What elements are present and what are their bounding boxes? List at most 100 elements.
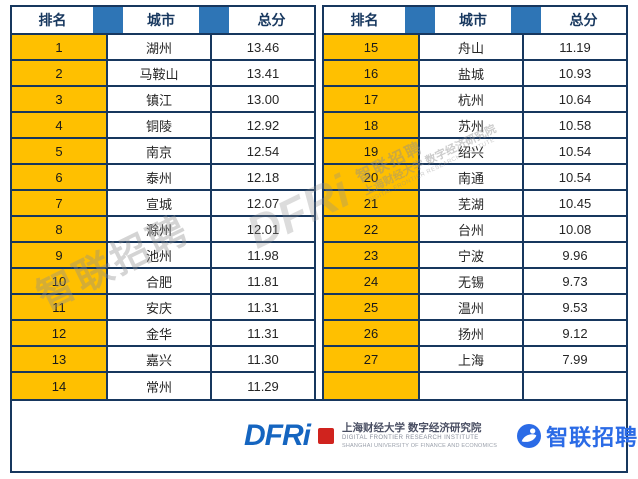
ranking-table-right: 排名 城市 总分 15 舟山 11.19 16 盐城 [322,5,628,401]
city-cell: 芜湖 [420,191,524,217]
rank-cell: 5 [12,139,108,165]
rank-cell: 26 [324,321,420,347]
table-row: 13 嘉兴 11.30 [12,347,314,373]
table-row: 8 滁州 12.01 [12,217,314,243]
rank-cell: 9 [12,243,108,269]
city-cell: 台州 [420,217,524,243]
table-row: 27 上海 7.99 [324,347,626,373]
header-score: 总分 [541,7,626,33]
table-row: 17 杭州 10.64 [324,87,626,113]
rank-cell: 22 [324,217,420,243]
table-row: 15 舟山 11.19 [324,35,626,61]
city-cell: 扬州 [420,321,524,347]
table-row: 11 安庆 11.31 [12,295,314,321]
table-row: 25 温州 9.53 [324,295,626,321]
header-divider [405,7,435,33]
table-row: 16 盐城 10.93 [324,61,626,87]
rank-cell [324,373,420,399]
score-cell: 12.54 [212,139,314,165]
city-cell: 嘉兴 [108,347,212,373]
table-row: 4 铜陵 12.92 [12,113,314,139]
score-cell: 7.99 [524,347,626,373]
score-cell: 10.08 [524,217,626,243]
city-cell: 无锡 [420,269,524,295]
city-cell: 上海 [420,347,524,373]
rank-cell: 3 [12,87,108,113]
logo-footer: DFRi 上海财经大学 数字经济研究院 DIGITAL FRONTIER RES… [10,399,637,473]
city-cell: 湖州 [108,35,212,61]
city-cell: 镇江 [108,87,212,113]
zhaopin-logo: 智联招聘 [517,420,638,452]
table-row: 24 无锡 9.73 [324,269,626,295]
table-row: 21 芜湖 10.45 [324,191,626,217]
table-row: 9 池州 11.98 [12,243,314,269]
rank-cell: 21 [324,191,420,217]
score-cell: 10.58 [524,113,626,139]
city-cell: 马鞍山 [108,61,212,87]
city-cell: 温州 [420,295,524,321]
score-cell: 13.46 [212,35,314,61]
score-cell: 11.98 [212,243,314,269]
rank-cell: 2 [12,61,108,87]
table-row: 14 常州 11.29 [12,373,314,399]
table-row: 10 合肥 11.81 [12,269,314,295]
dfri-wordmark: DFRi [244,419,311,452]
rank-cell: 17 [324,87,420,113]
rank-cell: 6 [12,165,108,191]
rank-cell: 1 [12,35,108,61]
score-cell [524,373,626,399]
rank-cell: 18 [324,113,420,139]
table-row: 1 湖州 13.46 [12,35,314,61]
dfri-chinese-name: 上海财经大学 数字经济研究院 [342,422,482,435]
dfri-university-name: SHANGHAI UNIVERSITY OF FINANCE AND ECONO… [342,442,498,449]
header-score: 总分 [229,7,314,33]
table-row: 23 宁波 9.96 [324,243,626,269]
zhaopin-icon [517,424,542,448]
dfri-seal-icon [318,428,334,444]
score-cell: 11.29 [212,373,314,399]
score-cell: 11.31 [212,321,314,347]
ranking-table-left: 排名 城市 总分 1 湖州 13.46 2 马鞍山 [10,5,316,401]
city-cell: 舟山 [420,35,524,61]
city-cell: 南通 [420,165,524,191]
dfri-logo: DFRi 上海财经大学 数字经济研究院 DIGITAL FRONTIER RES… [244,419,497,453]
rank-cell: 19 [324,139,420,165]
score-cell: 12.07 [212,191,314,217]
city-cell: 宁波 [420,243,524,269]
city-cell: 苏州 [420,113,524,139]
table-row: 3 镇江 13.00 [12,87,314,113]
score-cell: 9.12 [524,321,626,347]
zhaopin-name: 智联招聘 [546,425,638,450]
rank-cell: 4 [12,113,108,139]
city-cell: 盐城 [420,61,524,87]
score-cell: 12.92 [212,113,314,139]
table-body-right: 15 舟山 11.19 16 盐城 10.93 17 杭州 10.64 [324,35,626,399]
city-cell: 绍兴 [420,139,524,165]
table-row: 6 泰州 12.18 [12,165,314,191]
table-row: 2 马鞍山 13.41 [12,61,314,87]
score-cell: 10.54 [524,139,626,165]
header-divider [199,7,229,33]
rank-cell: 13 [12,347,108,373]
header-city: 城市 [123,7,199,33]
city-cell: 常州 [108,373,212,399]
table-row: 12 金华 11.31 [12,321,314,347]
score-cell: 9.53 [524,295,626,321]
score-cell: 12.18 [212,165,314,191]
rank-cell: 23 [324,243,420,269]
rank-cell: 10 [12,269,108,295]
score-cell: 12.01 [212,217,314,243]
rank-cell: 11 [12,295,108,321]
score-cell: 10.45 [524,191,626,217]
table-row: 18 苏州 10.58 [324,113,626,139]
score-cell: 10.64 [524,87,626,113]
score-cell: 9.96 [524,243,626,269]
header-city: 城市 [435,7,511,33]
score-cell: 11.31 [212,295,314,321]
rank-cell: 8 [12,217,108,243]
rank-cell: 27 [324,347,420,373]
rank-cell: 15 [324,35,420,61]
rank-cell: 24 [324,269,420,295]
header-rank: 排名 [324,7,405,33]
